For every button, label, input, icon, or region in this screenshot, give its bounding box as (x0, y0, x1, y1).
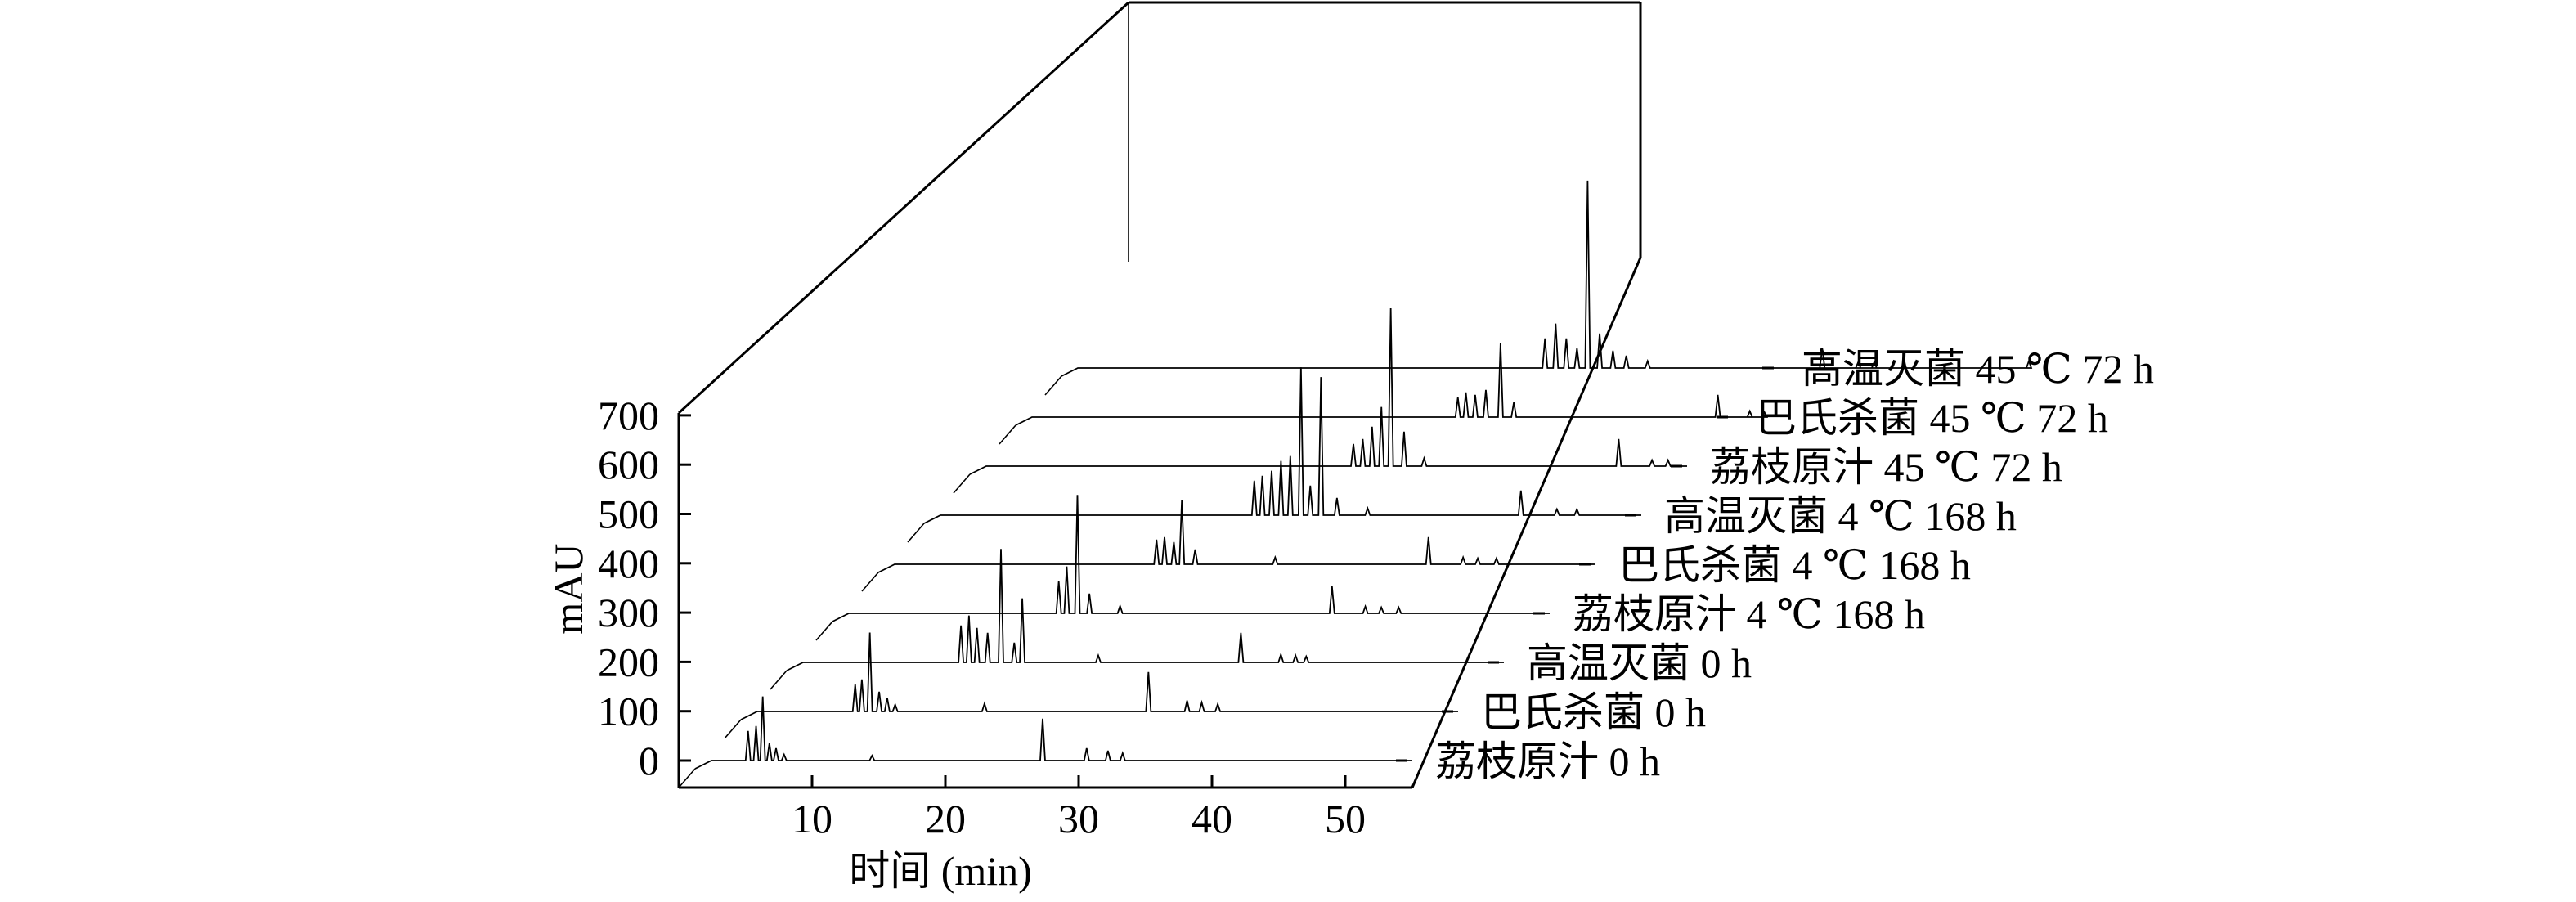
right-depth-edge (1411, 257, 1642, 788)
y-tick-label: 400 (598, 541, 659, 586)
series-label: 荔枝原汁 45 ℃ 72 h (1710, 444, 2062, 490)
y-tick-label: 700 (598, 393, 659, 438)
series-wall-line (861, 572, 879, 592)
series-label: 高温灭菌 0 h (1527, 640, 1752, 686)
series-label: 高温灭菌 45 ℃ 72 h (1802, 346, 2154, 392)
series-1: 巴氏杀菌 0 h (724, 632, 1706, 739)
series-4: 巴氏杀菌 4 ℃ 168 h (861, 500, 1971, 592)
axes-frame (677, 1, 1642, 789)
x-axis-title: 时间 (min) (849, 848, 1032, 894)
series-wall-line (999, 424, 1016, 445)
x-tick-label: 20 (925, 796, 966, 841)
y-tick-label: 500 (598, 491, 659, 537)
series-trace (786, 549, 1504, 671)
series-wall-line (678, 768, 696, 788)
x-tick-label: 40 (1192, 796, 1232, 841)
series-5: 高温灭菌 4 ℃ 168 h (907, 367, 2017, 543)
series-trace (877, 500, 1595, 573)
y-tick-label: 200 (598, 639, 659, 684)
series-label: 巴氏杀菌 4 ℃ 168 h (1618, 542, 1971, 588)
top-depth-edge (677, 1, 1130, 415)
y-tick-label: 300 (598, 590, 659, 635)
series-3: 荔枝原汁 4 ℃ 168 h (815, 495, 1925, 641)
series-2: 高温灭菌 0 h (770, 549, 1752, 690)
series-trace (1061, 180, 2033, 377)
y-tick-label: 100 (598, 689, 659, 734)
series-wall-line (770, 670, 788, 690)
series-label: 荔枝原汁 0 h (1435, 738, 1660, 784)
series-trace (740, 632, 1458, 720)
y-axis-title: mAU (545, 543, 591, 634)
x-tick-label: 50 (1325, 796, 1366, 841)
series-wall-line (815, 621, 833, 641)
series-trace (832, 495, 1550, 622)
series-trace (969, 308, 1687, 475)
x-tick-label: 30 (1058, 796, 1099, 841)
series-7: 巴氏杀菌 45 ℃ 72 h (999, 343, 2108, 445)
series-label: 高温灭菌 4 ℃ 168 h (1664, 493, 2017, 539)
y-tick-label: 600 (598, 442, 659, 487)
series-0: 荔枝原汁 0 h (678, 696, 1660, 788)
series-label: 荔枝原汁 4 ℃ 168 h (1573, 591, 1925, 637)
x-tick-label: 10 (792, 796, 832, 841)
series-trace (1015, 343, 1769, 426)
series-wall-line (907, 523, 925, 543)
series-wall-line (1044, 375, 1062, 396)
y-tick-label: 0 (639, 738, 659, 783)
series-wall-line (953, 473, 971, 494)
series-label: 巴氏杀菌 0 h (1481, 689, 1706, 735)
series-6: 荔枝原汁 45 ℃ 72 h (953, 308, 2062, 494)
series-trace (923, 367, 1641, 524)
series-label: 巴氏杀菌 45 ℃ 72 h (1756, 395, 2108, 441)
series-8: 高温灭菌 45 ℃ 72 h (1044, 180, 2154, 396)
series-wall-line (724, 719, 742, 739)
series-trace (694, 696, 1412, 770)
